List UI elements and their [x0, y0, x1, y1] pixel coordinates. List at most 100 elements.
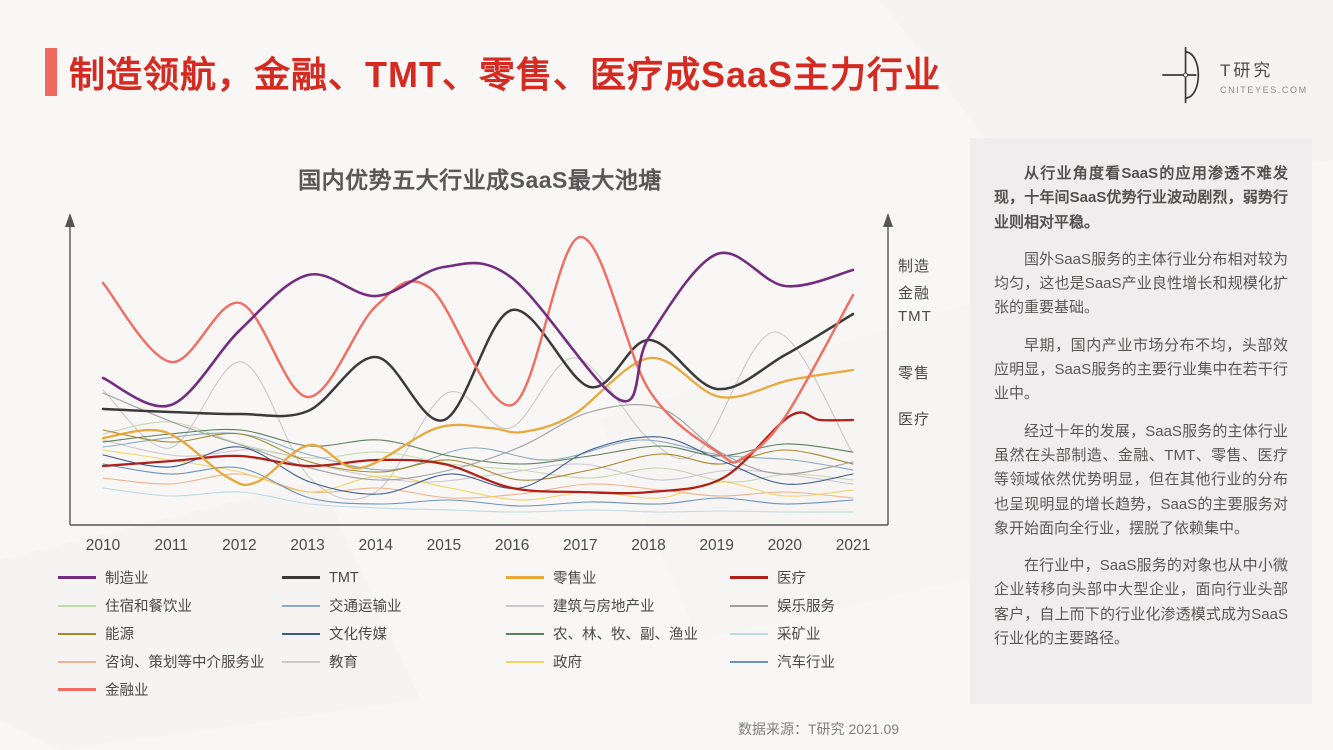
series-line-咨询、策划等中介服务业: [102, 473, 854, 499]
logo-domain: CNITEYES.COM: [1220, 84, 1308, 95]
x-tick-label: 2016: [495, 537, 529, 554]
series-line-医疗: [101, 411, 855, 495]
commentary-paragraph: 从行业角度看SaaS的应用渗透不难发现，十年间SaaS优势行业波动剧烈，弱势行业…: [994, 165, 1288, 231]
x-tick-label: 2018: [631, 537, 665, 554]
x-tick-label: 2021: [836, 537, 870, 554]
x-tick-label: 2017: [563, 537, 597, 554]
legend-swatch-line: [730, 632, 768, 635]
right-label-manufacturing: 制造: [898, 258, 931, 275]
legend-swatch-line: [506, 604, 544, 607]
legend-label: 制造业: [105, 571, 149, 587]
title-accent-bar: [45, 48, 57, 96]
legend-label: 农、林、牧、副、渔业: [553, 627, 698, 643]
commentary-paragraph: 在行业中，SaaS服务的对象也从中小微企业转移向头部中大型企业，面向行业头部客户…: [994, 557, 1288, 648]
slide-header: 制造领航，金融、TMT、零售、医疗成SaaS主力行业: [45, 46, 941, 98]
legend-label: 娱乐服务: [777, 599, 835, 615]
legend-label: 文化传媒: [329, 627, 387, 643]
series-line-制造业: [101, 251, 855, 408]
commentary-paragraph: 国外SaaS服务的主体行业分布相对较为均匀，这也是SaaS产业良性增长和规模化扩…: [994, 250, 1288, 317]
series-line-政府: [102, 449, 854, 501]
chart-axes: [69, 224, 889, 526]
chart-title: 国内优势五大行业成SaaS最大池塘: [298, 167, 662, 193]
legend-swatch-line: [282, 576, 320, 579]
legend-swatch-line: [282, 604, 320, 607]
right-label-finance: 金融: [898, 285, 931, 302]
legend-label: 医疗: [777, 571, 806, 587]
legend-item: 政府: [506, 652, 730, 671]
legend-item: 教育: [282, 652, 506, 671]
chart-legend: 制造业 TMT 零售业 医疗住宿和餐饮业 交通运输业 建筑与房地产业 娱乐服务能源 文化传媒 农…: [58, 568, 958, 699]
legend-item: 零售业: [506, 568, 730, 587]
legend-swatch-line: [730, 604, 768, 607]
legend-label: 能源: [105, 627, 134, 643]
series-line-TMT: [101, 308, 855, 422]
legend-item: 农、林、牧、副、渔业: [506, 624, 730, 643]
x-axis-labels: 2010 2011 2012 2013 2014 2015 2016 2017 2018 2019…: [86, 537, 870, 554]
legend-swatch-line: [58, 632, 96, 635]
x-tick-label: 2020: [768, 537, 803, 554]
page-title: 制造领航，金融、TMT、零售、医疗成SaaS主力行业: [69, 54, 942, 95]
legend-label: 零售业: [553, 571, 597, 587]
legend-swatch-line: [506, 576, 544, 579]
legend-swatch-line: [506, 632, 544, 635]
legend-label: 采矿业: [777, 627, 821, 643]
series-line-文化传媒: [102, 436, 854, 495]
brand-logo: T研究 CNITEYES.COM: [1158, 44, 1308, 106]
legend-item: 金融业: [58, 680, 282, 699]
commentary-paragraph: 早期，国内产业市场分布不均，头部效应明显，SaaS服务的主要行业集中在若干行业中…: [994, 336, 1288, 403]
legend-swatch-line: [730, 576, 768, 579]
right-label-retail: 零售: [898, 365, 931, 382]
legend-item: 住宿和餐饮业: [58, 596, 282, 615]
legend-label: TMT: [329, 569, 359, 586]
x-tick-label: 2010: [86, 537, 121, 554]
legend-label: 教育: [329, 655, 358, 671]
data-source-note: 数据来源：T研究 2021.09: [738, 721, 900, 737]
legend-item: 医疗: [730, 568, 940, 587]
t-research-logo-icon: [1162, 47, 1200, 103]
legend-item: 咨询、策划等中介服务业: [58, 652, 282, 671]
right-axis-arrow-icon: [883, 213, 893, 227]
legend-item: 交通运输业: [282, 596, 506, 615]
x-tick-label: 2013: [290, 537, 324, 554]
series-line-金融业: [101, 235, 855, 464]
legend-item: 汽车行业: [730, 652, 940, 671]
legend-swatch-line: [58, 688, 96, 691]
right-label-medical: 医疗: [898, 411, 931, 428]
x-tick-label: 2012: [222, 537, 256, 554]
x-tick-label: 2011: [155, 537, 188, 554]
commentary-panel: 从行业角度看SaaS的应用渗透不难发现，十年间SaaS优势行业波动剧烈，弱势行业…: [970, 138, 1312, 704]
legend-swatch-line: [506, 660, 544, 663]
legend-item: TMT: [282, 568, 506, 587]
left-axis-arrow-icon: [65, 213, 75, 227]
legend-label: 金融业: [105, 683, 149, 699]
series-line-建筑与房地产业: [102, 439, 854, 485]
right-label-tmt: TMT: [898, 308, 932, 325]
legend-swatch-line: [58, 576, 96, 579]
logo-name: T研究: [1220, 60, 1274, 80]
legend-label: 住宿和餐饮业: [105, 599, 192, 615]
series-line-住宿和餐饮业: [102, 421, 854, 483]
legend-swatch-line: [282, 660, 320, 663]
x-tick-label: 2015: [427, 537, 461, 554]
legend-swatch-line: [282, 632, 320, 635]
x-tick-label: 2019: [699, 537, 733, 554]
legend-label: 交通运输业: [329, 599, 402, 615]
logo-text: T研究 CNITEYES.COM: [1220, 56, 1308, 95]
commentary-paragraph: 经过十年的发展，SaaS服务的主体行业虽然在头部制造、金融、TMT、零售、医疗等…: [994, 422, 1288, 537]
legend-item: 采矿业: [730, 624, 940, 643]
legend-swatch-line: [58, 660, 96, 663]
legend-label: 咨询、策划等中介服务业: [105, 655, 265, 671]
legend-swatch-line: [58, 604, 96, 607]
x-tick-label: 2014: [358, 537, 393, 554]
legend-label: 汽车行业: [777, 655, 835, 671]
chart-series-lines: [101, 235, 855, 513]
legend-item: 娱乐服务: [730, 596, 940, 615]
legend-swatch-line: [730, 660, 768, 663]
series-line-交通运输业: [102, 432, 854, 471]
series-line-汽车行业: [102, 463, 854, 507]
legend-item: 制造业: [58, 568, 282, 587]
legend-label: 政府: [553, 655, 582, 671]
legend-item: 建筑与房地产业: [506, 596, 730, 615]
series-line-采矿业: [102, 487, 854, 513]
line-chart: 2010 2011 2012 2013 2014 2015 2016 2017 2018 2019…: [65, 213, 893, 554]
